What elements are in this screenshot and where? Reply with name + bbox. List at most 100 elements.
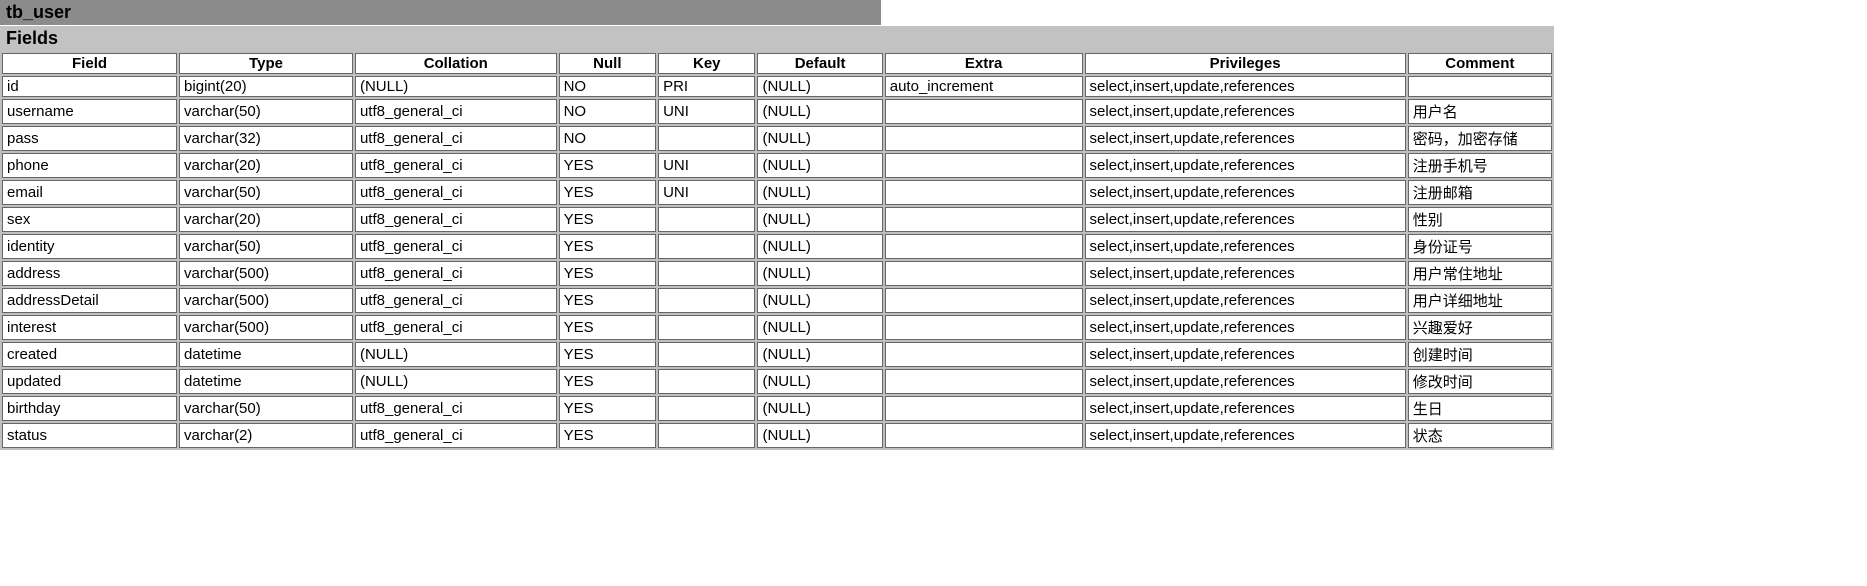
table-cell: UNI bbox=[658, 180, 755, 205]
table-cell: pass bbox=[2, 126, 177, 151]
table-cell: utf8_general_ci bbox=[355, 315, 557, 340]
table-cell: YES bbox=[559, 423, 656, 448]
table-cell bbox=[658, 369, 755, 394]
table-cell: (NULL) bbox=[757, 126, 882, 151]
table-cell bbox=[658, 261, 755, 286]
table-cell: (NULL) bbox=[757, 396, 882, 421]
table-cell bbox=[658, 342, 755, 367]
table-cell bbox=[885, 180, 1083, 205]
table-cell: select,insert,update,references bbox=[1085, 153, 1406, 178]
table-row: addressDetailvarchar(500)utf8_general_ci… bbox=[2, 288, 1552, 313]
table-cell: (NULL) bbox=[355, 369, 557, 394]
col-header-collation: Collation bbox=[355, 53, 557, 74]
table-cell: 创建时间 bbox=[1408, 342, 1552, 367]
table-cell: (NULL) bbox=[757, 261, 882, 286]
table-cell: 生日 bbox=[1408, 396, 1552, 421]
table-cell bbox=[1408, 76, 1552, 97]
table-cell bbox=[885, 369, 1083, 394]
table-cell: auto_increment bbox=[885, 76, 1083, 97]
table-cell: (NULL) bbox=[757, 207, 882, 232]
table-cell: 修改时间 bbox=[1408, 369, 1552, 394]
table-row: interestvarchar(500)utf8_general_ciYES(N… bbox=[2, 315, 1552, 340]
table-row: identityvarchar(50)utf8_general_ciYES (NU… bbox=[2, 234, 1552, 259]
table-cell bbox=[885, 315, 1083, 340]
table-cell: utf8_general_ci bbox=[355, 234, 557, 259]
table-cell: (NULL) bbox=[355, 342, 557, 367]
table-cell: select,insert,update,references bbox=[1085, 234, 1406, 259]
table-cell bbox=[885, 423, 1083, 448]
col-header-type: Type bbox=[179, 53, 353, 74]
table-cell: status bbox=[2, 423, 177, 448]
table-cell: YES bbox=[559, 315, 656, 340]
table-cell: 密码，加密存储 bbox=[1408, 126, 1552, 151]
table-row: emailvarchar(50)utf8_general_ciYESUNI(NU… bbox=[2, 180, 1552, 205]
table-cell: YES bbox=[559, 234, 656, 259]
table-cell: (NULL) bbox=[757, 423, 882, 448]
table-cell bbox=[885, 234, 1083, 259]
table-cell: varchar(2) bbox=[179, 423, 353, 448]
table-cell: varchar(50) bbox=[179, 234, 353, 259]
table-cell: datetime bbox=[179, 342, 353, 367]
table-cell: YES bbox=[559, 288, 656, 313]
table-cell: varchar(500) bbox=[179, 315, 353, 340]
table-cell: 身份证号 bbox=[1408, 234, 1552, 259]
col-header-field: Field bbox=[2, 53, 177, 74]
table-cell: datetime bbox=[179, 369, 353, 394]
table-cell bbox=[658, 423, 755, 448]
table-cell bbox=[885, 342, 1083, 367]
table-cell: (NULL) bbox=[355, 76, 557, 97]
table-cell: varchar(50) bbox=[179, 396, 353, 421]
table-cell: select,insert,update,references bbox=[1085, 76, 1406, 97]
table-cell: address bbox=[2, 261, 177, 286]
table-cell: (NULL) bbox=[757, 99, 882, 124]
table-cell: NO bbox=[559, 126, 656, 151]
table-row: idbigint(20)(NULL)NOPRI(NULL)auto_increm… bbox=[2, 76, 1552, 97]
table-cell: identity bbox=[2, 234, 177, 259]
table-cell bbox=[885, 288, 1083, 313]
table-cell bbox=[658, 396, 755, 421]
table-cell: YES bbox=[559, 153, 656, 178]
table-cell bbox=[885, 396, 1083, 421]
table-cell: username bbox=[2, 99, 177, 124]
table-cell: YES bbox=[559, 369, 656, 394]
table-cell: select,insert,update,references bbox=[1085, 207, 1406, 232]
table-cell: (NULL) bbox=[757, 153, 882, 178]
table-cell bbox=[658, 288, 755, 313]
table-cell: select,insert,update,references bbox=[1085, 126, 1406, 151]
table-cell bbox=[658, 126, 755, 151]
table-cell: varchar(20) bbox=[179, 207, 353, 232]
table-cell: select,insert,update,references bbox=[1085, 315, 1406, 340]
table-name-header: tb_user bbox=[0, 0, 881, 25]
table-cell: created bbox=[2, 342, 177, 367]
table-cell: YES bbox=[559, 180, 656, 205]
table-row: sexvarchar(20)utf8_general_ciYES(NULL)se… bbox=[2, 207, 1552, 232]
table-cell: varchar(500) bbox=[179, 288, 353, 313]
table-cell: varchar(20) bbox=[179, 153, 353, 178]
col-header-key: Key bbox=[658, 53, 755, 74]
table-cell: 性别 bbox=[1408, 207, 1552, 232]
table-cell: select,insert,update,references bbox=[1085, 342, 1406, 367]
table-row: updateddatetime(NULL)YES(NULL)select,ins… bbox=[2, 369, 1552, 394]
table-cell: (NULL) bbox=[757, 288, 882, 313]
table-row: createddatetime(NULL)YES(NULL)select,ins… bbox=[2, 342, 1552, 367]
table-cell: YES bbox=[559, 342, 656, 367]
table-cell: utf8_general_ci bbox=[355, 288, 557, 313]
table-cell: utf8_general_ci bbox=[355, 423, 557, 448]
table-cell: (NULL) bbox=[757, 369, 882, 394]
table-cell: 用户常住地址 bbox=[1408, 261, 1552, 286]
table-cell: 状态 bbox=[1408, 423, 1552, 448]
schema-table: Field Type Collation Null Key Default Ex… bbox=[0, 51, 1554, 450]
table-cell: (NULL) bbox=[757, 342, 882, 367]
table-cell: select,insert,update,references bbox=[1085, 261, 1406, 286]
table-cell: NO bbox=[559, 76, 656, 97]
table-cell: UNI bbox=[658, 153, 755, 178]
table-row: passvarchar(32)utf8_general_ciNO(NULL)se… bbox=[2, 126, 1552, 151]
table-cell: 注册邮箱 bbox=[1408, 180, 1552, 205]
table-cell: addressDetail bbox=[2, 288, 177, 313]
table-cell: utf8_general_ci bbox=[355, 261, 557, 286]
table-cell: YES bbox=[559, 396, 656, 421]
table-cell: (NULL) bbox=[757, 234, 882, 259]
table-cell: interest bbox=[2, 315, 177, 340]
table-cell: utf8_general_ci bbox=[355, 99, 557, 124]
table-cell: utf8_general_ci bbox=[355, 153, 557, 178]
